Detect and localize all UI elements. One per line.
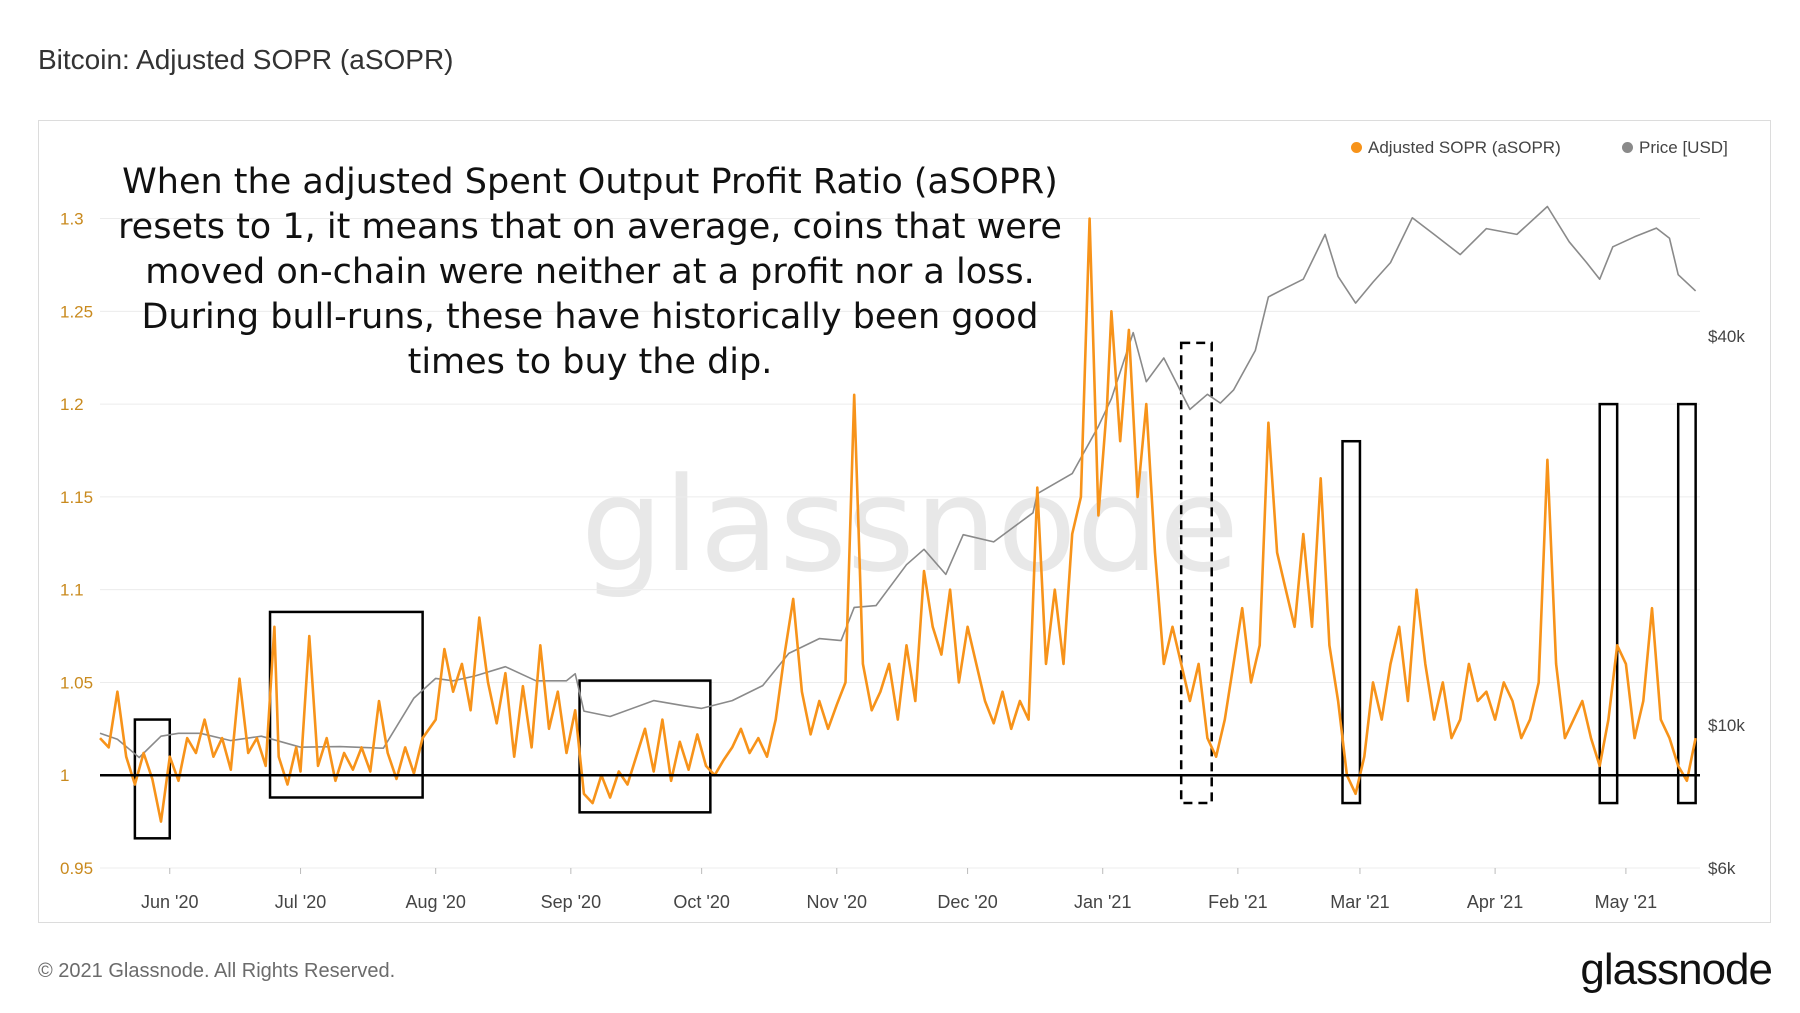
y-left-tick-label: 1.15	[60, 488, 93, 507]
chart-frame	[38, 120, 1771, 923]
highlight-box	[1676, 402, 1697, 805]
y-left-tick-label: 1	[60, 766, 69, 785]
x-tick-label: Oct '20	[673, 892, 729, 912]
x-tick-label: Jun '20	[141, 892, 198, 912]
highlight-box	[1341, 439, 1362, 805]
x-tick-label: Sep '20	[541, 892, 602, 912]
y-left-tick-label: 1.2	[60, 395, 84, 414]
legend-label-price: Price [USD]	[1639, 138, 1728, 157]
highlight-box	[133, 718, 172, 840]
x-tick-label: May '21	[1595, 892, 1657, 912]
highlight-box	[1598, 402, 1619, 805]
x-tick-label: Aug '20	[405, 892, 466, 912]
footer-logo: glassnode	[1580, 945, 1773, 994]
asopr-series-line	[99, 217, 1697, 823]
footer-copyright: © 2021 Glassnode. All Rights Reserved.	[38, 960, 396, 982]
legend-dot-price	[1622, 142, 1633, 153]
page-title: Bitcoin: Adjusted SOPR (aSOPR)	[38, 44, 454, 75]
legend-dot-asopr	[1351, 142, 1362, 153]
annotation-text: When the adjusted Spent Output Profit Ra…	[118, 162, 1062, 382]
highlight-box	[578, 679, 712, 814]
x-tick-label: Mar '21	[1330, 892, 1389, 912]
x-tick-label: Nov '20	[807, 892, 867, 912]
x-tick-label: Jul '20	[275, 892, 326, 912]
x-tick-label: Apr '21	[1467, 892, 1523, 912]
watermark: glassnode	[581, 449, 1239, 601]
y-left-tick-label: 1.3	[60, 210, 84, 229]
legend-label-asopr: Adjusted SOPR (aSOPR)	[1368, 138, 1561, 157]
y-left-tick-label: 1.25	[60, 302, 93, 321]
highlight-box	[1179, 341, 1213, 805]
legend-item-price[interactable]: Price [USD]	[1622, 138, 1728, 158]
y-right-tick-label: $6k	[1708, 859, 1736, 878]
y-left-tick-label: 1.1	[60, 581, 84, 600]
y-left-tick-label: 1.05	[60, 673, 93, 692]
legend-item-asopr[interactable]: Adjusted SOPR (aSOPR)	[1351, 138, 1561, 158]
x-tick-label: Feb '21	[1208, 892, 1267, 912]
y-right-tick-label: $10k	[1708, 716, 1745, 735]
price-series-line	[99, 205, 1697, 759]
x-tick-label: Dec '20	[937, 892, 997, 912]
y-right-tick-label: $40k	[1708, 327, 1745, 346]
x-tick-label: Jan '21	[1074, 892, 1131, 912]
y-left-tick-label: 0.95	[60, 859, 93, 878]
